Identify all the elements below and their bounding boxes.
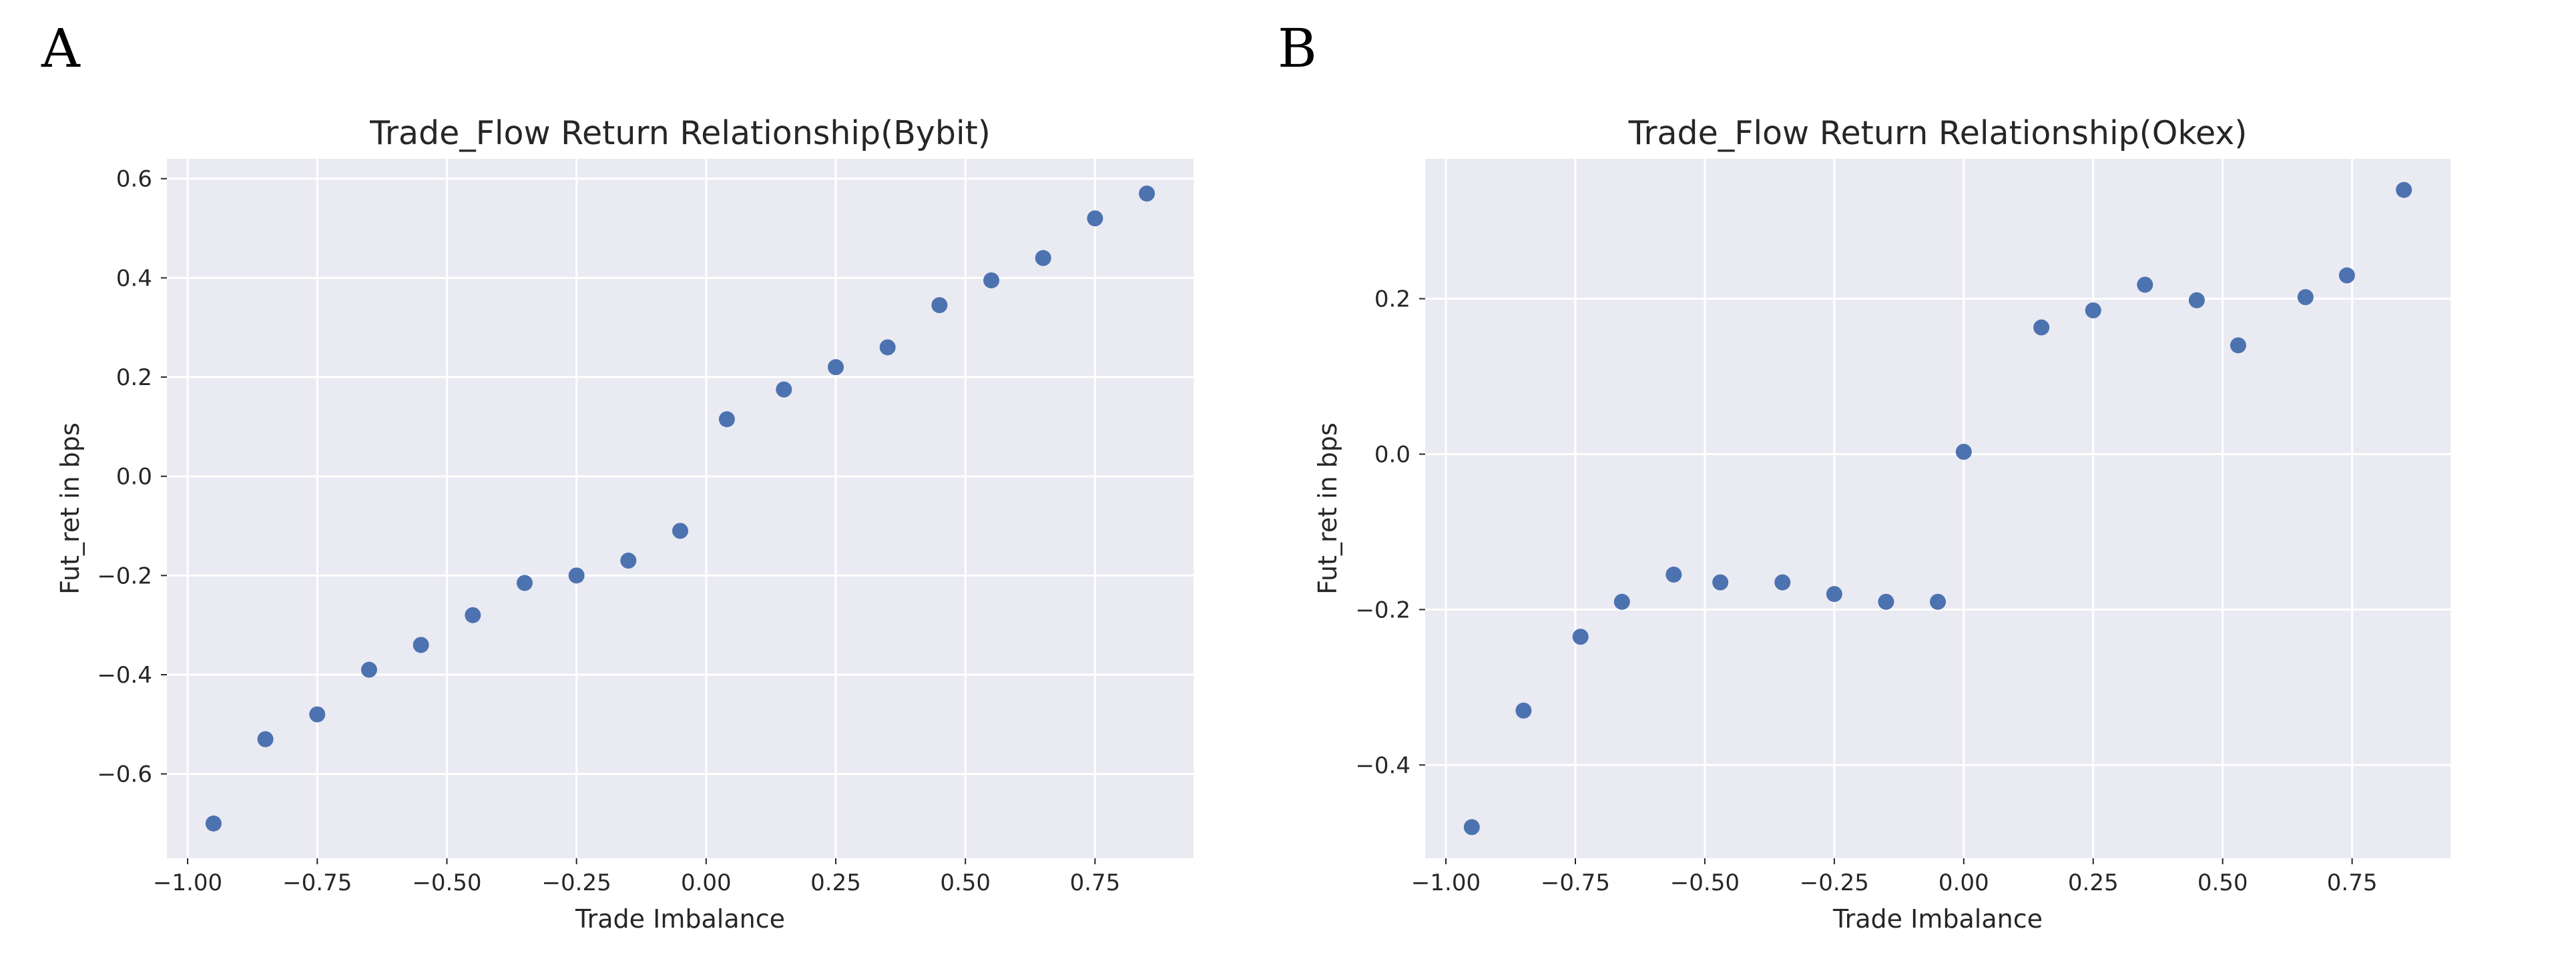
data-point — [1139, 186, 1155, 202]
x-tick-label: −0.50 — [412, 870, 481, 896]
y-tick-label: 0.0 — [116, 464, 152, 491]
data-point — [1613, 593, 1630, 610]
y-tick-label: −0.2 — [1355, 597, 1410, 623]
data-point — [1930, 593, 1946, 610]
panel-letter-a: A — [41, 17, 81, 79]
y-tick-label: 0.4 — [116, 265, 152, 292]
data-point — [516, 575, 533, 591]
y-tick-label: −0.2 — [97, 563, 152, 589]
x-tick-label: 0.25 — [810, 870, 861, 896]
data-point — [2188, 292, 2205, 308]
data-point — [2338, 267, 2355, 284]
data-point — [2085, 302, 2101, 319]
data-point — [413, 637, 429, 653]
chart-okex: B −1.00 −0.75 −0.50 −0.25 0.00 0.25 0.50 0.75 −0… — [1278, 17, 2451, 934]
y-axis-label: Fut_ret in bps — [55, 422, 85, 595]
x-tick-label: −1.00 — [1411, 870, 1481, 896]
y-tick-label: 0.2 — [1374, 286, 1410, 313]
chart-title: Trade_Flow Return Relationship(Okex) — [1628, 114, 2248, 152]
data-point — [828, 359, 844, 376]
x-tick-label: 0.00 — [681, 870, 732, 896]
x-tick-label: −0.75 — [1541, 870, 1610, 896]
x-tick-label: 0.75 — [2327, 870, 2378, 896]
chart-title: Trade_Flow Return Relationship(Bybit) — [369, 114, 991, 152]
data-point — [1463, 819, 1480, 836]
data-point — [983, 272, 1000, 289]
data-point — [360, 661, 377, 678]
plot-area — [1425, 159, 2451, 858]
data-point — [309, 706, 326, 723]
data-point — [257, 731, 274, 747]
data-point — [1878, 593, 1894, 610]
data-point — [2297, 289, 2314, 306]
data-point — [672, 523, 688, 539]
x-axis-label: Trade Imbalance — [1832, 904, 2043, 934]
data-point — [568, 567, 585, 584]
axis-ticks: −1.00 −0.75 −0.50 −0.25 0.00 0.25 0.50 0.75 −0.6… — [97, 166, 1120, 896]
data-point — [2230, 337, 2246, 354]
data-point — [2396, 182, 2412, 198]
scatter-points — [205, 186, 1155, 832]
x-tick-label: 0.50 — [940, 870, 991, 896]
x-tick-label: 0.25 — [2068, 870, 2119, 896]
data-point — [718, 411, 735, 428]
data-point — [1826, 586, 1842, 603]
data-point — [1035, 250, 1051, 266]
y-axis-label: Fut_ret in bps — [1313, 422, 1342, 595]
x-tick-label: −1.00 — [153, 870, 222, 896]
data-point — [1665, 566, 1682, 583]
data-point — [1087, 210, 1103, 227]
data-point — [879, 339, 896, 356]
data-point — [1712, 574, 1729, 591]
data-point — [205, 815, 222, 832]
x-tick-label: −0.25 — [1800, 870, 1869, 896]
x-tick-label: −0.25 — [542, 870, 611, 896]
chart-bybit: A −1.00 −0.75 −0.50 −0.25 0.00 0.25 0.50 0.75 −0… — [41, 17, 1194, 934]
data-point — [2137, 276, 2153, 293]
scatter-points — [1463, 182, 2412, 836]
data-point — [620, 553, 637, 569]
data-point — [1515, 702, 1532, 719]
x-tick-label: 0.75 — [1070, 870, 1121, 896]
x-tick-label: −0.75 — [282, 870, 352, 896]
data-point — [465, 607, 481, 623]
data-point — [1774, 574, 1791, 591]
axis-ticks: −1.00 −0.75 −0.50 −0.25 0.00 0.25 0.50 0.75 −0.4… — [1355, 286, 2377, 896]
data-point — [931, 297, 948, 314]
data-point — [1955, 443, 1972, 460]
x-tick-label: −0.50 — [1670, 870, 1740, 896]
y-tick-label: −0.4 — [97, 662, 152, 689]
x-tick-label: 0.00 — [1939, 870, 1989, 896]
data-point — [776, 381, 792, 398]
data-point — [2033, 319, 2050, 336]
y-tick-label: −0.4 — [1355, 752, 1410, 779]
plot-area — [167, 159, 1194, 858]
data-point — [1572, 629, 1589, 645]
y-tick-label: 0.0 — [1374, 441, 1410, 468]
grid — [167, 159, 1194, 858]
y-tick-label: 0.6 — [116, 166, 152, 193]
x-tick-label: 0.50 — [2198, 870, 2248, 896]
y-tick-label: 0.2 — [116, 364, 152, 391]
x-axis-label: Trade Imbalance — [575, 904, 785, 934]
panel-letter-b: B — [1278, 17, 1317, 79]
y-tick-label: −0.6 — [97, 761, 152, 788]
